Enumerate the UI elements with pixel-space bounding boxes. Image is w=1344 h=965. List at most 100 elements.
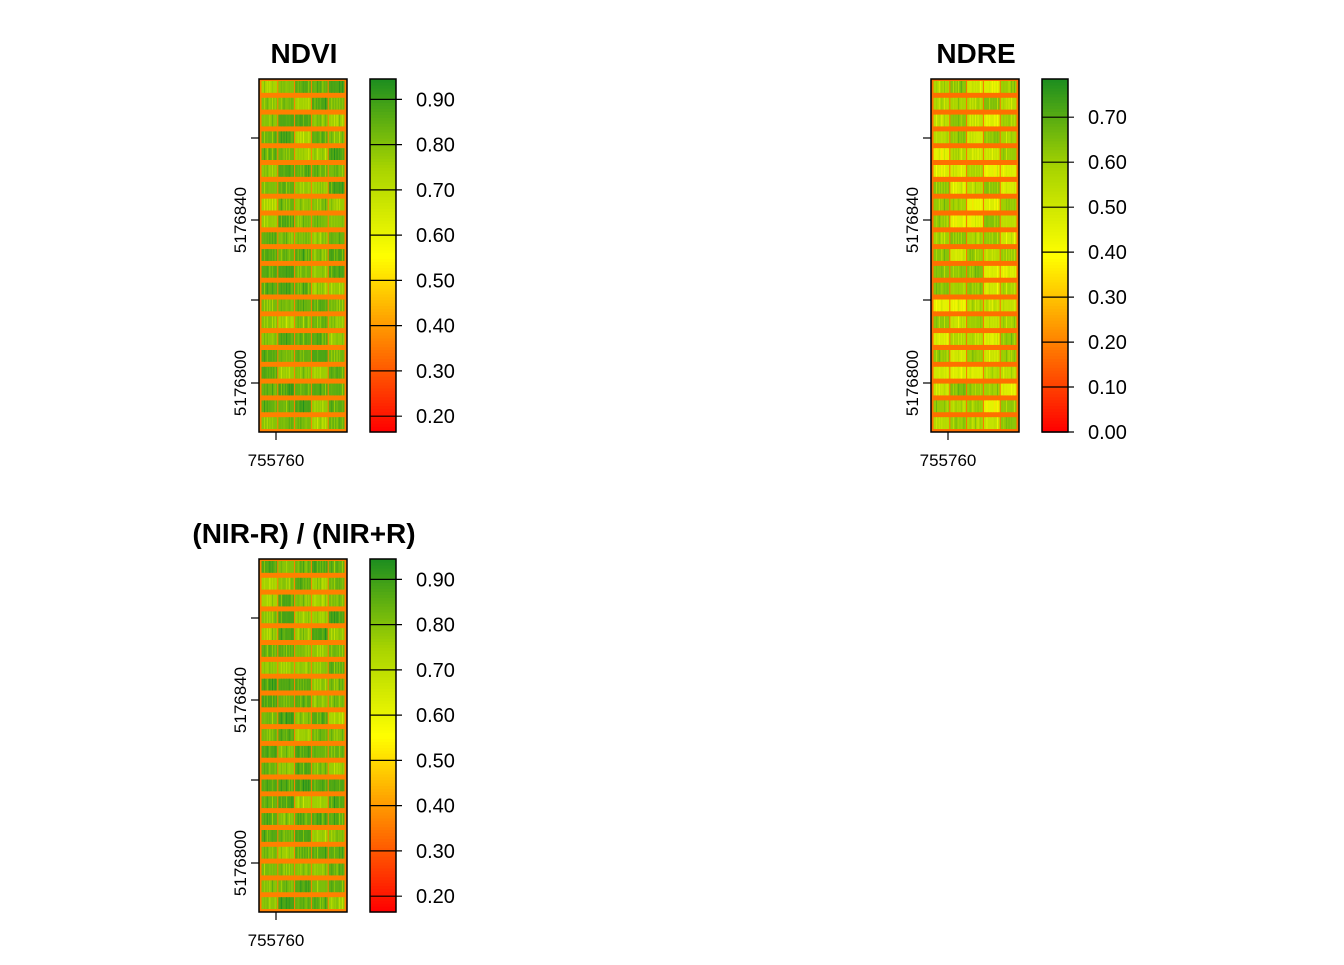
plot-cell-texture: [958, 282, 960, 295]
plot-cell-texture: [1008, 97, 1010, 110]
plot-cell-texture: [272, 333, 273, 345]
colorbar-step: [1042, 84, 1068, 89]
plot-cell-texture: [941, 400, 943, 413]
colorbar-step: [370, 240, 396, 245]
plot-cell-texture: [283, 880, 285, 893]
plot-cell-texture: [288, 729, 290, 741]
plot-cell-texture: [308, 645, 310, 657]
plot-cell-texture: [339, 561, 341, 573]
colorbar-step: [1042, 393, 1068, 398]
plot-cell-texture: [274, 745, 276, 758]
plot-cell-texture: [269, 645, 271, 657]
plot-cell-texture: [960, 215, 962, 228]
plot-cell-texture: [266, 350, 268, 362]
plot-cell: [950, 114, 967, 127]
plot-cell-texture: [339, 232, 341, 245]
plot-cell-texture: [288, 762, 290, 775]
plot-cell-texture: [946, 198, 948, 211]
plot-cell-texture: [331, 148, 333, 160]
plot-cell-texture: [300, 779, 302, 792]
colorbar-step: [370, 184, 396, 189]
plot-cell-texture: [994, 97, 996, 110]
plot-cell-texture: [288, 299, 290, 312]
plot-cell-texture: [283, 813, 285, 825]
plot-cell-texture: [319, 577, 321, 590]
plot-cell-texture: [288, 712, 290, 725]
colorbar-step: [370, 129, 396, 133]
colorbar-step: [1042, 249, 1068, 254]
plot-cell-texture: [960, 366, 962, 379]
plot-cell-texture: [274, 645, 276, 657]
plot-cell-texture: [975, 131, 976, 144]
colorbar-step: [370, 105, 396, 110]
plot-cell-texture: [958, 165, 960, 177]
plot-cell-texture: [991, 299, 993, 312]
plot-cell-texture: [322, 611, 324, 624]
plot-cell-texture: [938, 198, 940, 211]
plot-cell-texture: [936, 215, 937, 228]
plot-cell-texture: [331, 333, 333, 345]
plot-cell-texture: [946, 97, 948, 110]
plot-cell-texture: [300, 846, 302, 859]
plot-cell-texture: [325, 265, 326, 278]
plot-cell-texture: [972, 282, 974, 295]
plot-cell-texture: [274, 813, 276, 825]
plot-cell-texture: [994, 350, 996, 362]
plot-cell-texture: [314, 577, 316, 590]
plot-cell-texture: [986, 232, 988, 245]
plot-cell-texture: [319, 611, 321, 624]
plot-cell-texture: [336, 232, 338, 245]
plot-cell-texture: [938, 265, 940, 278]
plot-cell-texture: [264, 198, 265, 211]
plot-cell-texture: [319, 299, 321, 312]
plot-cell-texture: [1011, 282, 1013, 295]
colorbar-step: [370, 767, 396, 772]
plot-cell-texture: [317, 813, 319, 825]
plot-cell-texture: [266, 779, 268, 792]
plot-cell-texture: [941, 97, 943, 110]
plot-cell-texture: [291, 830, 293, 842]
plot-cell-texture: [308, 745, 310, 758]
plot-cell-texture: [322, 97, 324, 110]
plot-cell-texture: [975, 181, 976, 194]
plot-cell-texture: [952, 165, 954, 177]
plot-cell-texture: [308, 897, 310, 909]
plot-cell-texture: [339, 400, 341, 413]
plot-cell-texture: [264, 830, 265, 842]
plot-cell-texture: [319, 215, 321, 228]
plot-cell-texture: [322, 695, 324, 708]
plot-cell-texture: [334, 729, 335, 741]
plot-cell-texture: [322, 779, 324, 792]
plot-cell-texture: [264, 594, 265, 607]
plot-cell-texture: [272, 813, 273, 825]
plot-cell-texture: [341, 350, 343, 362]
plot-cell: [950, 350, 967, 362]
plot-cell-texture: [1008, 81, 1010, 93]
colorbar-step: [1042, 202, 1068, 207]
plot-cell-texture: [331, 846, 333, 859]
plot-cell-texture: [308, 417, 310, 429]
colorbar-step: [1042, 337, 1068, 342]
plot-cell-texture: [1008, 215, 1010, 228]
plot-cell-texture: [980, 131, 982, 144]
plot-cell-texture: [946, 333, 948, 345]
plot-cell-texture: [994, 131, 996, 144]
colorbar-step: [370, 217, 396, 221]
colorbar-step: [370, 832, 396, 837]
plot-cell-texture: [341, 181, 343, 194]
plot-cell-texture: [322, 880, 324, 893]
plot-cell-texture: [280, 745, 282, 758]
plot-cell-texture: [319, 678, 321, 691]
plot-cell-texture: [303, 299, 304, 312]
plot-cell-texture: [936, 400, 937, 413]
plot-cell-texture: [944, 215, 945, 228]
plot-cell-texture: [997, 299, 998, 312]
colorbar-step: [370, 226, 396, 230]
plot-cell-texture: [283, 282, 285, 295]
colorbar-step: [1042, 234, 1068, 239]
plot-cell-texture: [269, 97, 271, 110]
plot-cell-texture: [274, 299, 276, 312]
colorbar-step: [370, 741, 396, 745]
plot-cell-texture: [280, 299, 282, 312]
plot-cell-texture: [308, 81, 310, 93]
